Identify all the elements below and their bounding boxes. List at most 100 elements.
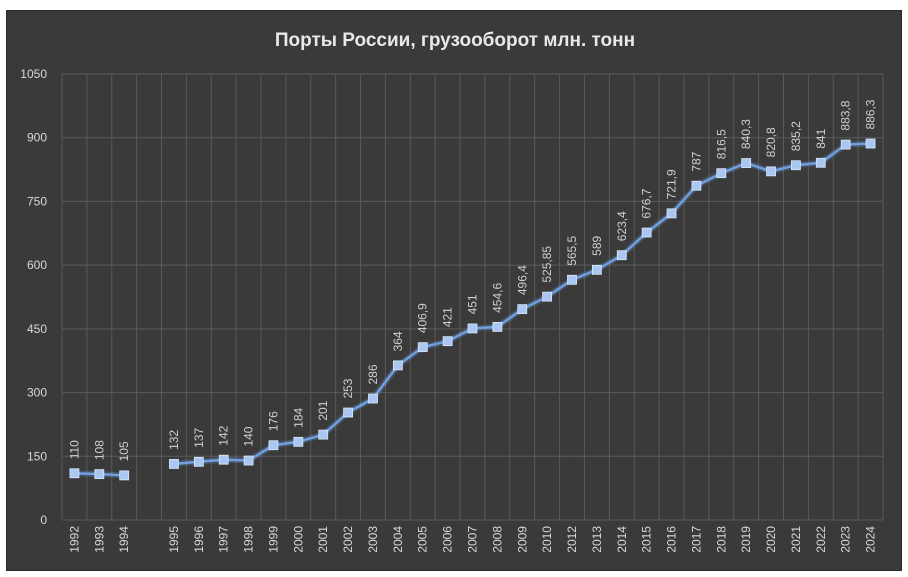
- data-label: 201: [316, 400, 330, 420]
- x-tick-label: 2020: [764, 526, 778, 553]
- series-markers: [69, 138, 876, 481]
- data-point-marker: [641, 227, 652, 238]
- x-tick-label: 2004: [391, 526, 405, 553]
- y-tick-label: 450: [27, 322, 47, 336]
- x-tick-label: 2018: [714, 526, 728, 553]
- x-tick-label: 2008: [490, 526, 504, 553]
- data-point-marker: [368, 393, 378, 404]
- data-point-marker: [442, 336, 453, 347]
- data-label: 140: [242, 426, 256, 446]
- x-tick-label: 2021: [789, 526, 803, 553]
- data-point-marker: [815, 157, 826, 168]
- data-point-marker: [268, 440, 279, 451]
- data-label: 525,85: [540, 246, 554, 283]
- x-tick-label: 1996: [192, 526, 206, 553]
- data-label: 110: [67, 440, 81, 459]
- y-tick-label: 0: [40, 513, 47, 527]
- data-label: 623,4: [615, 211, 629, 241]
- data-label: 820,8: [764, 127, 778, 157]
- data-label: 883,8: [839, 100, 853, 130]
- data-label: 840,3: [739, 119, 753, 149]
- data-point-marker: [169, 459, 179, 469]
- data-point-marker: [467, 323, 478, 334]
- data-point-marker: [517, 304, 528, 315]
- data-label: 137: [192, 427, 206, 447]
- y-axis: 0 150 300 450 600 750 900 1050: [20, 67, 47, 527]
- data-point-marker: [318, 429, 329, 440]
- data-point-marker: [293, 436, 304, 447]
- y-tick-label: 1050: [20, 67, 47, 81]
- data-label: 253: [341, 378, 355, 398]
- data-point-marker: [791, 160, 801, 171]
- data-label: 108: [92, 440, 106, 460]
- data-point-marker: [840, 139, 851, 150]
- data-point-marker: [392, 360, 403, 371]
- x-tick-label: 2006: [441, 526, 455, 553]
- x-tick-label: 2002: [341, 526, 355, 553]
- y-tick-label: 600: [27, 258, 47, 272]
- data-point-marker: [616, 250, 627, 261]
- x-tick-label: 2017: [689, 526, 703, 553]
- data-label: 454,6: [490, 283, 504, 313]
- x-tick-label: 2009: [515, 526, 529, 553]
- data-point-marker: [766, 166, 776, 177]
- x-axis: 1992 1993 1994 1995 1996 1997 1998 1999 2000 2001…: [67, 526, 877, 553]
- data-label: 105: [117, 441, 131, 461]
- data-point-marker: [567, 274, 577, 285]
- data-label: 676,7: [640, 188, 654, 218]
- x-tick-label: 2014: [615, 526, 629, 553]
- data-point-marker: [492, 322, 503, 332]
- x-tick-label: 2013: [590, 526, 604, 553]
- x-tick-label: 1998: [242, 526, 256, 553]
- data-label: 451: [466, 294, 480, 314]
- grid-layer: [61, 73, 884, 521]
- x-tick-label: 1999: [266, 526, 280, 553]
- data-label: 406,9: [416, 303, 430, 333]
- y-tick-label: 300: [27, 386, 47, 400]
- chart-svg: Порты России, грузооборот млн. тонн 0 150…: [20, 30, 884, 553]
- data-label: 421: [441, 307, 455, 327]
- data-label: 132: [167, 430, 181, 450]
- data-label: 835,2: [789, 121, 803, 151]
- data-label: 589: [590, 235, 604, 255]
- x-tick-label: 2012: [565, 526, 579, 553]
- data-label: 142: [217, 425, 231, 445]
- data-point-marker: [865, 138, 876, 149]
- chart-frame: Порты России, грузооборот млн. тонн 0 150…: [6, 10, 902, 571]
- data-label: 364: [391, 331, 405, 351]
- data-label: 496,4: [515, 265, 529, 295]
- x-tick-label: 2024: [864, 526, 878, 553]
- data-point-marker: [417, 342, 428, 353]
- x-tick-label: 2003: [366, 526, 380, 553]
- data-point-marker: [119, 470, 130, 481]
- x-tick-label: 1997: [217, 526, 231, 553]
- data-point-marker: [591, 264, 602, 275]
- data-point-marker: [243, 455, 254, 466]
- data-point-marker: [69, 468, 80, 479]
- x-tick-label: 2022: [814, 526, 828, 553]
- x-tick-label: 2005: [416, 526, 430, 553]
- chart-title: Порты России, грузооборот млн. тонн: [275, 30, 635, 51]
- x-tick-label: 1994: [117, 526, 131, 553]
- x-tick-label: 2001: [316, 526, 330, 553]
- data-label: 886,3: [864, 99, 878, 129]
- data-point-marker: [741, 158, 752, 168]
- data-label: 721,9: [665, 169, 679, 199]
- data-label: 816,5: [714, 129, 728, 159]
- data-point-marker: [716, 168, 727, 179]
- x-tick-label: 1995: [167, 526, 181, 553]
- x-tick-label: 1993: [92, 526, 106, 553]
- x-tick-label: 1992: [67, 526, 81, 553]
- y-tick-label: 750: [27, 194, 47, 208]
- y-tick-label: 150: [27, 449, 47, 463]
- data-label: 787: [689, 151, 703, 171]
- data-point-marker: [343, 407, 354, 418]
- x-tick-label: 2016: [665, 526, 679, 553]
- x-tick-label: 2007: [466, 526, 480, 553]
- data-point-marker: [218, 454, 229, 465]
- data-point-marker: [94, 469, 105, 480]
- data-label: 176: [266, 411, 280, 431]
- data-point-marker: [542, 291, 553, 302]
- data-label: 286: [366, 364, 380, 384]
- x-tick-label: 2010: [540, 526, 554, 553]
